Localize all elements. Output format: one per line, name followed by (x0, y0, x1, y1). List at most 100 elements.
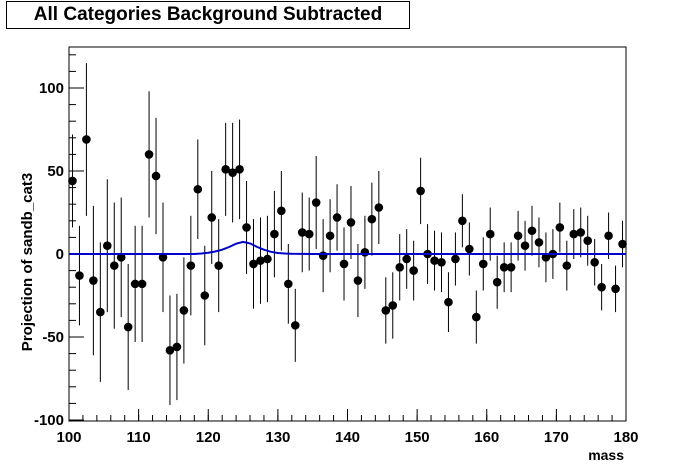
data-point (109, 261, 119, 270)
data-point (89, 276, 98, 285)
x-tick-label: 110 (127, 429, 151, 446)
major-ticks (68, 87, 627, 421)
plot-frame (68, 46, 627, 422)
x-tick-label: 100 (56, 429, 81, 446)
data-point (346, 218, 356, 227)
data-point (402, 254, 411, 264)
data-point (618, 239, 627, 249)
y-tick-label: 100 (39, 80, 64, 97)
x-tick-label: 160 (474, 429, 499, 446)
data-point (186, 261, 196, 270)
data-point (604, 231, 613, 241)
data-point (472, 312, 481, 322)
data-point (116, 253, 126, 262)
signal-curve (69, 240, 626, 255)
data-point (221, 165, 230, 174)
data-point (270, 229, 279, 239)
data-point (130, 279, 140, 289)
data-point (590, 258, 599, 267)
data-point (381, 306, 391, 315)
data-points (68, 135, 627, 355)
data-point (263, 254, 272, 264)
data-point (165, 345, 175, 355)
x-tick-label: 150 (405, 429, 430, 446)
data-point (562, 261, 572, 270)
data-point (290, 321, 300, 330)
data-point (249, 259, 258, 269)
x-tick-label: 170 (544, 429, 569, 446)
y-axis-label: Projection of sandb_cat3 (19, 173, 36, 351)
data-point (611, 284, 620, 294)
data-point (520, 241, 530, 250)
data-point (158, 253, 168, 262)
data-point (297, 228, 307, 237)
x-tick-labels: 100 110 120 130 140 150 160 170 180 (56, 429, 638, 446)
data-point (444, 297, 453, 307)
minor-ticks (68, 54, 627, 421)
data-point (451, 254, 460, 264)
data-point (304, 229, 314, 239)
data-point (318, 251, 328, 260)
y-tick-label: -50 (42, 329, 64, 346)
data-point (576, 228, 586, 237)
data-point (506, 262, 516, 272)
data-point (214, 261, 223, 270)
data-point (513, 231, 523, 241)
data-point (137, 279, 147, 289)
data-point (68, 176, 77, 186)
data-point (458, 216, 467, 226)
y-tick-label: -100 (34, 412, 64, 429)
error-bars (71, 63, 624, 406)
chart-title: All Categories Background Subtracted (33, 4, 383, 25)
data-point (200, 291, 210, 300)
data-point (388, 301, 398, 310)
data-point (332, 213, 342, 222)
data-point (367, 214, 377, 224)
data-point (416, 186, 425, 196)
data-point (597, 282, 606, 292)
x-tick-label: 120 (196, 429, 221, 446)
data-point (207, 213, 217, 222)
data-point (534, 238, 544, 247)
data-point (96, 307, 105, 317)
x-axis-label: mass (588, 447, 624, 463)
data-point (102, 241, 112, 250)
data-point (75, 271, 84, 280)
data-point (277, 206, 286, 216)
data-point (228, 168, 237, 177)
data-point (193, 184, 203, 194)
y-tick-label: 50 (47, 163, 64, 180)
data-point (541, 253, 551, 262)
data-point (284, 279, 293, 289)
data-point (430, 256, 439, 265)
data-point (172, 342, 182, 352)
data-point (492, 277, 502, 287)
data-point (242, 223, 251, 232)
data-point (123, 322, 133, 332)
data-point (151, 171, 161, 181)
data-point (555, 223, 565, 232)
chart-title-box: All Categories Background Subtracted (6, 1, 410, 29)
x-tick-label: 140 (335, 429, 360, 446)
data-point (311, 198, 321, 207)
data-point (478, 259, 488, 269)
data-point (499, 262, 509, 272)
data-point (465, 244, 474, 254)
data-point (360, 248, 370, 257)
data-point (325, 231, 335, 241)
data-point (583, 236, 593, 246)
x-tick-label: 180 (613, 429, 638, 446)
data-point (409, 266, 418, 275)
data-point (256, 256, 265, 265)
y-tick-labels: -100 -50 0 50 100 (34, 80, 64, 429)
data-point (437, 258, 446, 267)
data-point (374, 203, 384, 212)
data-point (82, 135, 91, 144)
data-point (527, 226, 537, 236)
data-point (179, 306, 189, 315)
data-point (144, 150, 154, 159)
data-point (395, 262, 405, 272)
data-point (235, 165, 244, 174)
x-tick-label: 130 (265, 429, 290, 446)
